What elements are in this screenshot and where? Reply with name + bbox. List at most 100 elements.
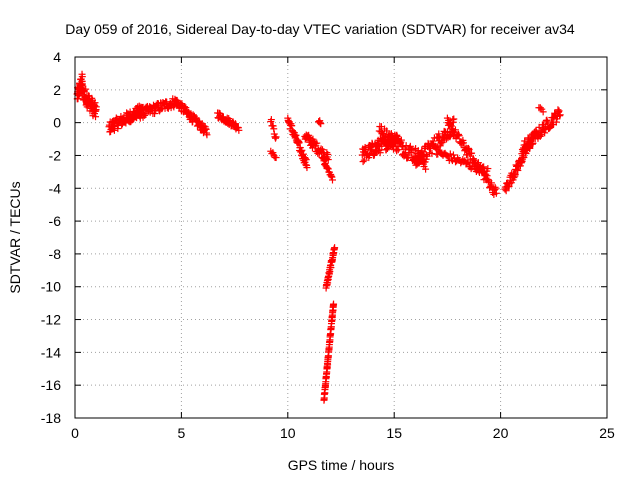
- data-point: [451, 126, 459, 134]
- data-point: [299, 150, 307, 158]
- data-point: [92, 103, 100, 111]
- x-tick-label: 15: [386, 425, 402, 441]
- data-point: [78, 73, 86, 81]
- x-tick-label: 5: [178, 425, 186, 441]
- x-tick-label: 0: [71, 425, 79, 441]
- chart-title: Day 059 of 2016, Sidereal Day-to-day VTE…: [65, 21, 575, 37]
- y-tick-label: 2: [53, 82, 61, 98]
- data-point: [506, 180, 514, 188]
- data-point: [394, 134, 402, 142]
- x-tick-label: 20: [493, 425, 509, 441]
- y-tick-label: -8: [49, 246, 62, 262]
- data-point: [313, 139, 321, 147]
- x-tick-label: 25: [599, 425, 615, 441]
- data-point: [463, 159, 471, 167]
- data-point: [491, 183, 499, 191]
- data-point: [402, 150, 410, 158]
- data-point: [529, 139, 537, 147]
- data-point: [272, 154, 280, 162]
- y-tick-label: -12: [41, 312, 61, 328]
- data-point: [406, 142, 414, 150]
- data-point: [378, 129, 386, 137]
- data-point: [484, 165, 492, 173]
- data-point: [327, 172, 335, 180]
- chart-points: [73, 70, 564, 404]
- data-point: [272, 133, 280, 141]
- y-axis-label: SDTVAR / TECUs: [7, 181, 23, 293]
- data-point: [541, 129, 549, 137]
- data-point: [387, 130, 395, 138]
- data-point: [480, 163, 488, 171]
- y-tick-label: -14: [41, 344, 61, 360]
- data-point: [303, 164, 311, 172]
- data-point: [203, 131, 211, 139]
- data-point: [452, 158, 460, 166]
- data-point: [422, 165, 430, 173]
- data-point: [269, 149, 277, 157]
- data-point: [235, 126, 243, 134]
- data-point: [536, 104, 544, 112]
- data-point: [539, 108, 547, 116]
- data-point: [419, 157, 427, 165]
- data-point: [527, 140, 535, 148]
- data-point: [402, 142, 410, 150]
- data-point: [492, 189, 500, 197]
- data-point: [450, 115, 458, 123]
- data-point: [151, 110, 159, 118]
- data-point: [82, 85, 90, 93]
- data-point: [317, 120, 325, 128]
- data-point: [492, 185, 500, 193]
- y-tick-label: -16: [41, 377, 61, 393]
- chart-tick-labels: 0 5 10 15 20 25 -18 -16 -14 -12 -10 -8 -6 -4 -2 0 2 4: [41, 49, 615, 441]
- data-point: [324, 156, 332, 164]
- data-point: [376, 149, 384, 157]
- data-point: [331, 244, 339, 252]
- plot-frame: [74, 56, 608, 419]
- data-point: [482, 170, 490, 178]
- data-point: [464, 144, 472, 152]
- data-point: [324, 165, 332, 173]
- data-point: [446, 119, 454, 127]
- data-point: [330, 300, 338, 308]
- y-tick-label: 4: [53, 49, 61, 65]
- data-point: [359, 158, 367, 166]
- x-tick-label: 10: [280, 425, 296, 441]
- data-point: [447, 155, 455, 163]
- data-point: [438, 139, 446, 147]
- data-point: [267, 116, 275, 124]
- data-point: [428, 150, 436, 158]
- data-point: [484, 178, 492, 186]
- data-point: [520, 153, 528, 161]
- data-point: [469, 159, 477, 167]
- y-tick-label: -2: [49, 147, 62, 163]
- data-point: [385, 142, 393, 150]
- data-point: [446, 150, 454, 158]
- y-tick-label: 0: [53, 115, 61, 131]
- y-tick-label: -18: [41, 410, 61, 426]
- data-point: [465, 145, 473, 153]
- data-point: [468, 149, 476, 157]
- y-tick-label: -10: [41, 279, 61, 295]
- data-point: [141, 111, 149, 119]
- data-point: [318, 146, 326, 154]
- data-point: [360, 156, 368, 164]
- data-point: [371, 147, 379, 155]
- y-tick-label: -6: [49, 213, 62, 229]
- data-point: [397, 136, 405, 144]
- data-point: [502, 187, 510, 195]
- chart-grid: [75, 57, 607, 418]
- data-point: [394, 146, 402, 154]
- data-point: [556, 111, 564, 119]
- data-point: [487, 179, 495, 187]
- data-point: [464, 158, 472, 166]
- data-point: [449, 151, 457, 159]
- x-axis-label: GPS time / hours: [288, 457, 395, 473]
- data-point: [301, 154, 309, 162]
- y-tick-label: -4: [49, 180, 62, 196]
- data-point: [475, 169, 483, 177]
- data-point: [383, 127, 391, 135]
- data-point: [91, 99, 99, 107]
- data-point: [328, 176, 336, 184]
- data-point: [455, 132, 463, 140]
